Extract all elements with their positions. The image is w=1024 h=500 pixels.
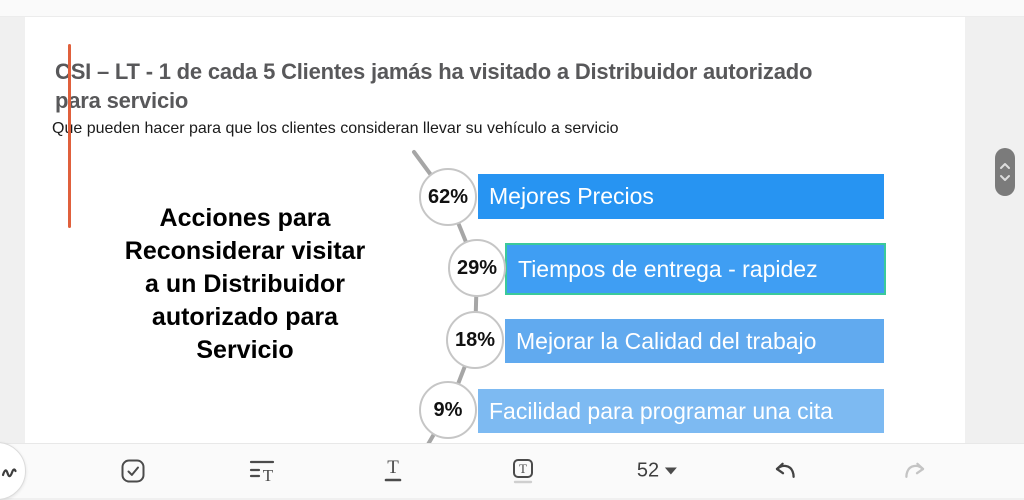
bar-label: Facilidad para programar una cita — [489, 397, 833, 424]
underline-tool-button[interactable]: T — [380, 457, 406, 485]
caption-line: Acciones para — [159, 204, 331, 232]
chart-bar-selected[interactable]: Tiempos de entrega - rapidez — [507, 245, 884, 293]
percent-badge[interactable]: 62% — [419, 168, 477, 226]
bar-label: Tiempos de entrega - rapidez — [518, 255, 818, 282]
redo-icon — [905, 462, 925, 478]
undo-icon — [775, 462, 795, 478]
paragraph-style-button[interactable]: T — [247, 458, 277, 484]
svg-text:T: T — [519, 461, 527, 476]
chevron-up-icon[interactable] — [999, 162, 1011, 170]
pen-icon — [1, 468, 17, 478]
percent-badge[interactable]: 9% — [419, 381, 477, 439]
bar-label: Mejores Precios — [489, 183, 654, 209]
bar-label: Mejorar la Calidad del trabajo — [516, 327, 817, 354]
caption-line: Reconsiderar visitar — [124, 237, 366, 265]
chart-bar[interactable]: Mejorar la Calidad del trabajo — [505, 319, 884, 363]
textbox-tool-button[interactable]: T — [510, 457, 536, 485]
slide-title-line: CSI – LT - 1 de cada 5 Clientes jamás ha… — [55, 59, 813, 84]
text-style-icon: T — [249, 460, 275, 484]
underline-text-icon: T — [384, 457, 402, 482]
caption-line: a un Distribuidor — [145, 270, 345, 298]
checkbox-icon — [121, 459, 145, 483]
chevron-down-icon[interactable] — [999, 174, 1011, 182]
slide-canvas[interactable]: CSI – LT - 1 de cada 5 Clientes jamás ha… — [25, 17, 965, 443]
redo-button[interactable] — [902, 459, 928, 483]
slide-subtitle-textbox[interactable]: Que pueden hacer para que los clientes c… — [52, 120, 619, 137]
svg-text:T: T — [263, 466, 274, 484]
orange-ink-stroke[interactable] — [68, 44, 71, 228]
top-edge-strip — [0, 0, 1024, 17]
caption-line: Servicio — [196, 336, 294, 364]
font-size-value: 52 — [636, 459, 660, 482]
percent-badge[interactable]: 18% — [446, 311, 504, 369]
chart-bar[interactable]: Mejores Precios — [478, 174, 884, 219]
percent-value: 18% — [454, 328, 496, 351]
caption-line: autorizado para — [151, 303, 339, 331]
undo-button[interactable] — [772, 459, 798, 483]
bottom-toolbar: T T T 52 — [0, 443, 1024, 498]
percent-value: 29% — [456, 256, 498, 279]
svg-text:T: T — [387, 457, 399, 478]
percent-value: 62% — [427, 185, 469, 208]
percent-badge[interactable]: 29% — [448, 239, 506, 297]
slide-title-line: para servicio — [55, 88, 189, 113]
caret-down-icon — [665, 467, 678, 475]
chart-bar[interactable]: Facilidad para programar una cita — [478, 389, 884, 433]
checkbox-tool-button[interactable] — [120, 458, 147, 485]
chart-caption-textbox[interactable]: Acciones para Reconsiderar visitar a un … — [80, 202, 410, 367]
page-scroll-control[interactable] — [995, 148, 1015, 196]
slide-title-textbox[interactable]: CSI – LT - 1 de cada 5 Clientes jamás ha… — [55, 57, 812, 115]
textbox-icon: T — [513, 459, 533, 484]
percent-value: 9% — [433, 398, 463, 421]
font-size-dropdown[interactable]: 52 — [636, 459, 678, 483]
